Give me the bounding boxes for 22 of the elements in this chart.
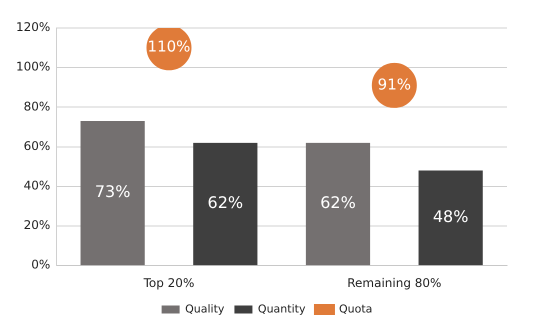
data-label: 73%: [94, 182, 130, 202]
legend-label: Quality: [185, 302, 225, 316]
x-tick-label: Top 20%: [142, 276, 194, 290]
data-label: 48%: [432, 206, 468, 226]
legend-label: Quota: [338, 302, 372, 316]
data-label: 62%: [320, 193, 356, 212]
y-tick-label: 20%: [24, 218, 50, 232]
data-label: 62%: [208, 193, 244, 212]
y-tick-label: 120%: [16, 20, 50, 34]
y-tick-label: 100%: [16, 60, 50, 74]
bar: [80, 121, 145, 266]
bar: [306, 142, 370, 266]
legend-label: Quantity: [258, 302, 306, 316]
x-tick-label: Remaining 80%: [347, 276, 442, 290]
y-tick-label: 0%: [31, 258, 50, 272]
y-tick-label: 40%: [24, 178, 50, 193]
y-tick-label: 80%: [24, 99, 50, 114]
y-tick-label: 60%: [24, 138, 50, 153]
data-label: 110%: [148, 38, 190, 56]
bar: [418, 170, 483, 266]
bar: [193, 142, 258, 266]
data-label: 91%: [378, 75, 411, 94]
